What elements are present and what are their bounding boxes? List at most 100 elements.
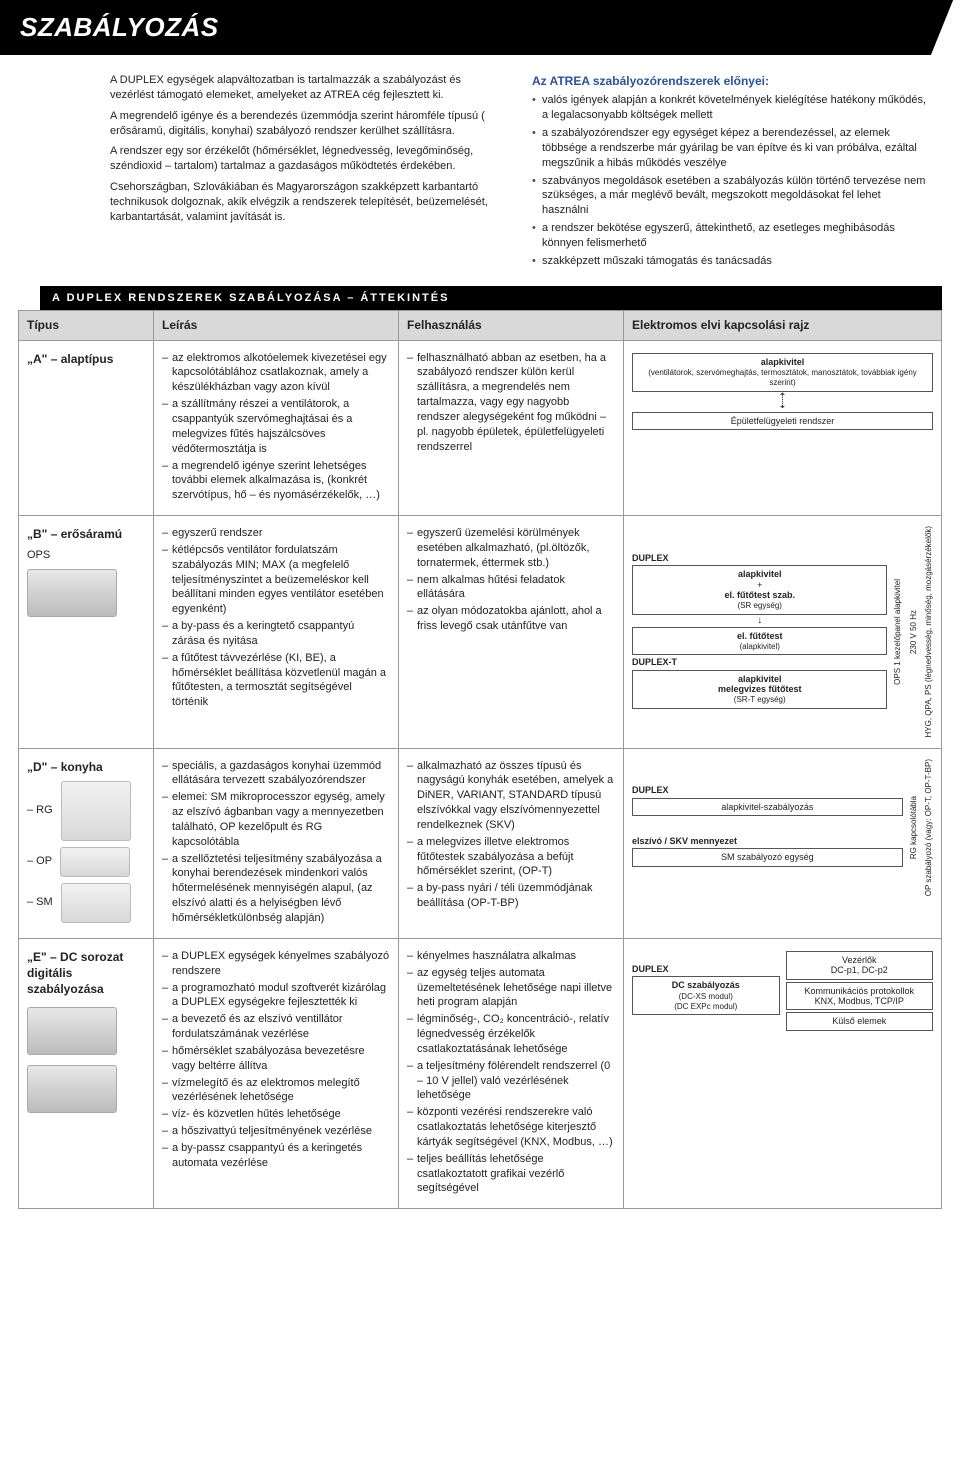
desc-item: a programozható modul szoftverét kizáról…: [162, 981, 390, 1011]
intro-right-item: a rendszer bekötése egyszerű, áttekinthe…: [532, 221, 930, 251]
diag-plus: +: [757, 580, 762, 590]
device-thumb-icon: [61, 883, 131, 923]
diag-box-title: alapkivitel: [738, 674, 782, 684]
cell-use: alkalmazható az összes típusú és nagyság…: [399, 748, 624, 938]
table-row: „E" – DC sorozat digitális szabályozása …: [19, 938, 942, 1209]
use-item: teljes beállítás lehetősége csatlakoztat…: [407, 1152, 615, 1197]
table-row: „D" – konyha – RG – OP – SM speciális, a…: [19, 748, 942, 938]
cell-diag: DUPLEX DC szabályozás (DC-XS modul) (DC …: [624, 938, 942, 1209]
th-desc: Leírás: [154, 311, 399, 340]
intro-right-list: valós igények alapján a konkrét követelm…: [532, 93, 930, 268]
diag-box: alapkivitel (ventilátorok, szervómeghajt…: [632, 353, 933, 392]
table-row: „B" – erősáramú OPS egyszerű rendszer ké…: [19, 516, 942, 749]
diag-box-title: el. fűtőtest szab.: [724, 590, 795, 600]
diag-side-label: OP szabályozó (vagy: OP-T, OP-T-BP): [924, 759, 933, 896]
desc-item: a hőszivattyú teljesítményének vezérlése: [162, 1124, 390, 1139]
desc-item: hőmérséklet szabályozása bevezetésre vag…: [162, 1044, 390, 1074]
th-diag: Elektromos elvi kapcsolási rajz: [624, 311, 942, 340]
diag-box-text: (alapkivitel): [739, 642, 779, 651]
desc-item: a bevezető és az elszívó ventillátor for…: [162, 1012, 390, 1042]
use-item: alkalmazható az összes típusú és nagyság…: [407, 759, 615, 833]
use-item: felhasználható abban az esetben, ha a sz…: [407, 351, 615, 455]
intro-left-p: A megrendelő igénye és a berendezés üzem…: [110, 109, 508, 139]
use-item: légminőség-, CO₂ koncentráció-, relatív …: [407, 1012, 615, 1057]
diag-box: DC szabályozás (DC-XS modul) (DC EXPc mo…: [632, 976, 780, 1015]
diag-box-text: (ventilátorok, szervómeghajtás, termoszt…: [648, 368, 917, 387]
cell-type: „D" – konyha – RG – OP – SM: [19, 748, 154, 938]
desc-item: a fűtőtest távvezérlése (KI, BE), a hőmé…: [162, 651, 390, 710]
use-item: kényelmes használatra alkalmas: [407, 949, 615, 964]
diag-group-label: DUPLEX: [632, 785, 669, 795]
diag-box-text: (DC-XS modul) (DC EXPc modul): [674, 992, 737, 1011]
diag-box-title: alapkivitel: [738, 569, 782, 579]
desc-item: víz- és közvetlen hűtés lehetősége: [162, 1107, 390, 1122]
diagram-b: DUPLEX alapkivitel + el. fűtőtest szab. …: [632, 526, 933, 738]
table-row: „A" – alaptípus az elektromos alkotóelem…: [19, 340, 942, 515]
diag-side-label: RG kapcsolótábla: [909, 796, 918, 859]
diagram-d: DUPLEX alapkivitel-szabályozás elszívó /…: [632, 759, 933, 896]
diag-box: el. fűtőtest (alapkivitel): [632, 627, 887, 656]
diagram-e: DUPLEX DC szabályozás (DC-XS modul) (DC …: [632, 949, 933, 1033]
diag-box: alapkivitel + el. fűtőtest szab. (SR egy…: [632, 565, 887, 614]
row-label: – RG: [27, 803, 53, 818]
desc-item: kétlépcsős ventilátor fordulatszám szabá…: [162, 543, 390, 617]
table-header-row: Típus Leírás Felhasználás Elektromos elv…: [19, 311, 942, 340]
desc-item: a by-pass és a keringtető csappantyú zár…: [162, 619, 390, 649]
desc-item: a DUPLEX egységek kényelmes szabályozó r…: [162, 949, 390, 979]
diag-box: alapkivitel-szabályozás: [632, 798, 903, 816]
desc-item: egyszerű rendszer: [162, 526, 390, 541]
cell-use: egyszerű üzemelési körülmények esetében …: [399, 516, 624, 749]
row-label: – SM: [27, 895, 53, 910]
cell-diag: DUPLEX alapkivitel + el. fűtőtest szab. …: [624, 516, 942, 749]
page-title: SZABÁLYOZÁS: [20, 10, 940, 45]
intro-right-item: szakképzett műszaki támogatás és tanácsa…: [532, 254, 930, 269]
desc-item: a szellőztetési teljesítmény szabályozás…: [162, 852, 390, 926]
cell-desc: a DUPLEX egységek kényelmes szabályozó r…: [154, 938, 399, 1209]
section-subbar: A DUPLEX RENDSZEREK SZABÁLYOZÁSA – ÁTTEK…: [40, 286, 942, 311]
device-thumb-icon: [27, 569, 117, 617]
diag-box: alapkivitel melegvizes fűtőtest (SR-T eg…: [632, 670, 887, 709]
diag-box-text: (SR-T egység): [734, 695, 786, 704]
cell-diag: alapkivitel (ventilátorok, szervómeghajt…: [624, 340, 942, 515]
cell-desc: speciális, a gazdaságos konyhai üzemmód …: [154, 748, 399, 938]
use-item: nem alkalmas hűtési feladatok ellátására: [407, 573, 615, 603]
cell-type: „A" – alaptípus: [19, 340, 154, 515]
row-sub: OPS: [27, 548, 145, 563]
diag-box: SM szabályozó egység: [632, 848, 903, 866]
cell-use: felhasználható abban az esetben, ha a sz…: [399, 340, 624, 515]
diag-group-label: DUPLEX: [632, 553, 669, 563]
use-item: a teljesítmény fölérendelt rendszerrel (…: [407, 1059, 615, 1104]
diag-box: Kommunikációs protokollok KNX, Modbus, T…: [786, 982, 934, 1011]
row-title: „B" – erősáramú: [27, 526, 145, 542]
intro-right-title: Az ATREA szabályozórendszerek előnyei:: [532, 73, 930, 89]
intro-left-p: Csehországban, Szlovákiában és Magyarors…: [110, 180, 508, 225]
use-item: egyszerű üzemelési körülmények esetében …: [407, 526, 615, 571]
intro-right-item: valós igények alapján a konkrét követelm…: [532, 93, 930, 123]
use-item: központi vezérési rendszerekre való csat…: [407, 1105, 615, 1150]
diag-group-label: DUPLEX-T: [632, 657, 677, 667]
overview-table: Típus Leírás Felhasználás Elektromos elv…: [18, 310, 942, 1209]
row-title: „D" – konyha: [27, 759, 145, 775]
cell-use: kényelmes használatra alkalmas az egység…: [399, 938, 624, 1209]
diag-side-label: OPS 1 kezelőpanel alapkivitel: [893, 579, 902, 685]
diag-box-title: el. fűtőtest: [737, 631, 783, 641]
diag-connector: ↓: [632, 617, 887, 625]
intro-right-item: szabványos megoldások esetében a szabály…: [532, 174, 930, 219]
th-use: Felhasználás: [399, 311, 624, 340]
intro-right-col: Az ATREA szabályozórendszerek előnyei: v…: [532, 73, 930, 271]
desc-item: a megrendelő igénye szerint lehetséges t…: [162, 459, 390, 504]
cell-type: „E" – DC sorozat digitális szabályozása: [19, 938, 154, 1209]
diag-group-label: DUPLEX: [632, 964, 669, 974]
intro-left-col: A DUPLEX egységek alapváltozatban is tar…: [110, 73, 508, 271]
diag-group-label: elszívó / SKV mennyezet: [632, 836, 737, 846]
row-title: „E" – DC sorozat digitális szabályozása: [27, 949, 145, 998]
desc-item: elemei: SM mikroprocesszor egység, amely…: [162, 790, 390, 849]
row-label: – OP: [27, 854, 52, 869]
diag-side-label: HYG, QPA, PS (légnedvesség, minőség, moz…: [924, 526, 933, 738]
diag-connector: ⇡⇣: [632, 394, 933, 410]
device-thumb-icon: [27, 1007, 117, 1055]
use-item: a by-pass nyári / téli üzemmódjának beál…: [407, 881, 615, 911]
use-item: a melegvizes illetve elektromos fűtőtest…: [407, 835, 615, 880]
desc-item: az elektromos alkotóelemek kivezetései e…: [162, 351, 390, 396]
use-item: az egység teljes automata üzemeltetéséne…: [407, 966, 615, 1011]
